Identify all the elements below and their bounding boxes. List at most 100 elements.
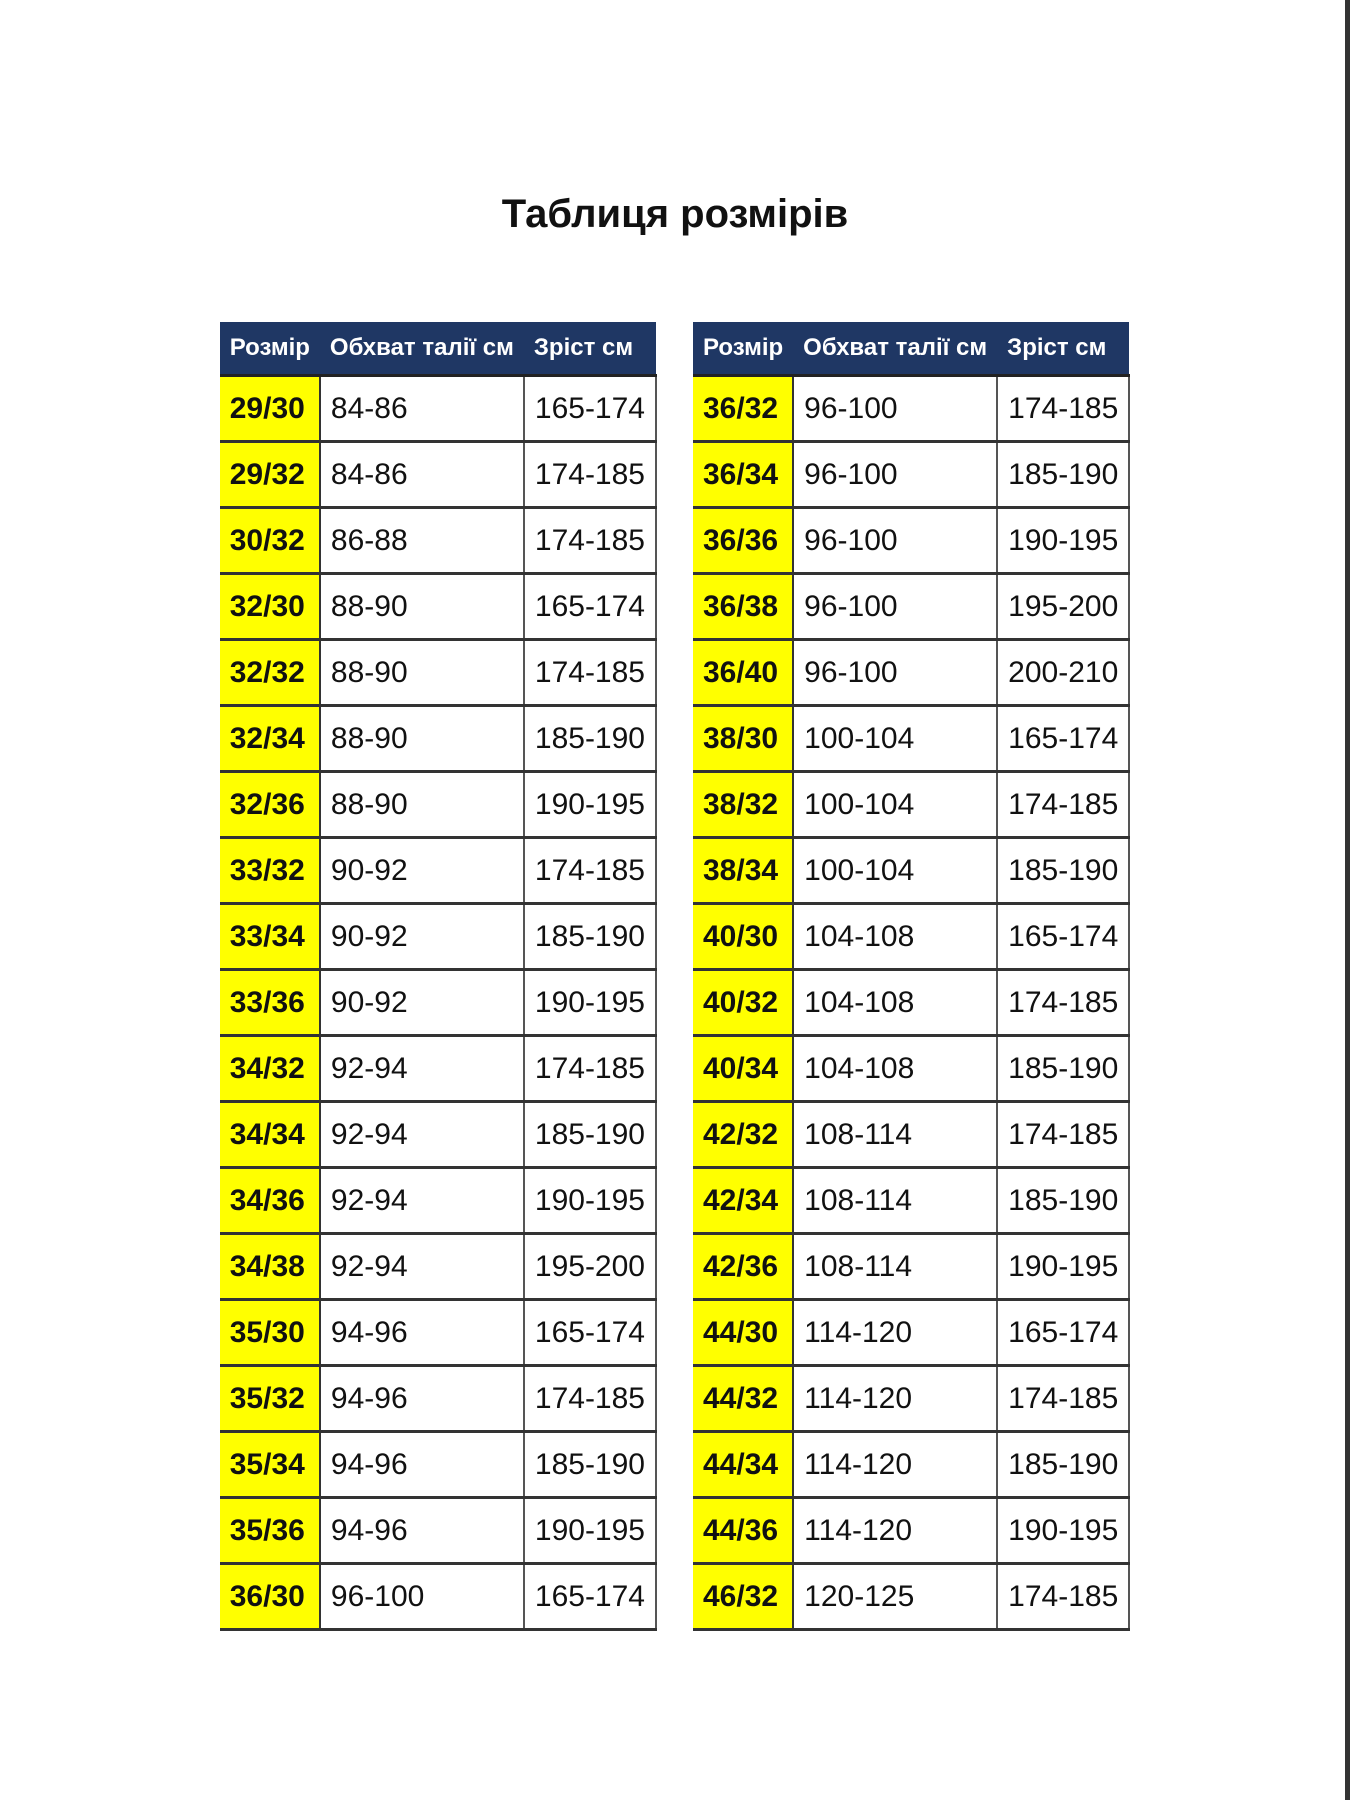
table-row: 32/36 88-90 190-195 bbox=[219, 771, 658, 839]
cell-size: 32/36 bbox=[219, 771, 321, 839]
cell-height: 185-190 bbox=[523, 1431, 658, 1499]
cell-height: 190-195 bbox=[523, 771, 658, 839]
cell-waist: 100-104 bbox=[793, 705, 999, 773]
table-row: 34/36 92-94 190-195 bbox=[219, 1167, 658, 1235]
cell-size: 36/40 bbox=[693, 639, 795, 707]
cell-size: 32/30 bbox=[219, 573, 321, 641]
cell-height: 174-185 bbox=[997, 1563, 1131, 1631]
table-row: 36/38 96-100 195-200 bbox=[693, 573, 1131, 641]
table-row: 36/30 96-100 165-174 bbox=[219, 1563, 658, 1631]
table-row: 42/36 108-114 190-195 bbox=[693, 1233, 1131, 1301]
cell-height: 195-200 bbox=[523, 1233, 658, 1301]
table-row: 36/40 96-100 200-210 bbox=[693, 639, 1131, 707]
cell-waist: 104-108 bbox=[793, 903, 999, 971]
cell-size: 46/32 bbox=[693, 1563, 795, 1631]
table-row: 32/34 88-90 185-190 bbox=[219, 705, 658, 773]
cell-height: 195-200 bbox=[997, 573, 1131, 641]
cell-size: 32/32 bbox=[219, 639, 321, 707]
cell-height: 165-174 bbox=[997, 1299, 1131, 1367]
cell-waist: 84-86 bbox=[319, 375, 525, 443]
table-row: 34/32 92-94 174-185 bbox=[219, 1035, 658, 1103]
cell-height: 174-185 bbox=[997, 969, 1131, 1037]
header-size: Розмір bbox=[219, 322, 320, 377]
cell-size: 40/34 bbox=[693, 1035, 795, 1103]
table-row: 40/32 104-108 174-185 bbox=[693, 969, 1131, 1037]
cell-height: 174-185 bbox=[997, 1365, 1131, 1433]
cell-size: 36/30 bbox=[219, 1563, 321, 1631]
cell-height: 165-174 bbox=[997, 705, 1131, 773]
cell-size: 44/34 bbox=[693, 1431, 795, 1499]
table-row: 42/32 108-114 174-185 bbox=[693, 1101, 1131, 1169]
cell-height: 174-185 bbox=[523, 639, 658, 707]
table-row: 34/38 92-94 195-200 bbox=[219, 1233, 658, 1301]
cell-waist: 92-94 bbox=[319, 1233, 525, 1301]
cell-size: 44/32 bbox=[693, 1365, 795, 1433]
table-row: 35/32 94-96 174-185 bbox=[219, 1365, 658, 1433]
table-row: 34/34 92-94 185-190 bbox=[219, 1101, 658, 1169]
cell-waist: 96-100 bbox=[319, 1563, 525, 1631]
cell-waist: 104-108 bbox=[793, 1035, 999, 1103]
cell-waist: 108-114 bbox=[793, 1101, 999, 1169]
cell-height: 185-190 bbox=[997, 837, 1131, 905]
cell-waist: 96-100 bbox=[793, 375, 999, 443]
cell-height: 165-174 bbox=[523, 375, 658, 443]
header-waist: Обхват талії см bbox=[793, 322, 998, 377]
table-row: 44/32 114-120 174-185 bbox=[693, 1365, 1131, 1433]
cell-height: 185-190 bbox=[997, 1167, 1131, 1235]
table-row: 29/30 84-86 165-174 bbox=[219, 375, 658, 443]
cell-size: 42/36 bbox=[693, 1233, 795, 1301]
cell-size: 42/34 bbox=[693, 1167, 795, 1235]
cell-height: 165-174 bbox=[997, 903, 1131, 971]
table-row: 35/36 94-96 190-195 bbox=[219, 1497, 658, 1565]
cell-waist: 92-94 bbox=[319, 1167, 525, 1235]
cell-size: 33/34 bbox=[219, 903, 321, 971]
cell-size: 34/36 bbox=[219, 1167, 321, 1235]
cell-size: 35/34 bbox=[219, 1431, 321, 1499]
table-row: 44/30 114-120 165-174 bbox=[693, 1299, 1131, 1367]
cell-waist: 114-120 bbox=[793, 1497, 999, 1565]
cell-waist: 94-96 bbox=[319, 1497, 525, 1565]
cell-height: 185-190 bbox=[997, 1035, 1131, 1103]
cell-size: 38/30 bbox=[693, 705, 795, 773]
table-row: 40/30 104-108 165-174 bbox=[693, 903, 1131, 971]
table-row: 35/30 94-96 165-174 bbox=[219, 1299, 658, 1367]
table-header-row: Розмір Обхват талії см Зріст см bbox=[219, 322, 656, 377]
table-row: 38/32 100-104 174-185 bbox=[693, 771, 1131, 839]
cell-height: 190-195 bbox=[523, 1497, 658, 1565]
cell-size: 34/38 bbox=[219, 1233, 321, 1301]
table-row: 44/34 114-120 185-190 bbox=[693, 1431, 1131, 1499]
header-height: Зріст см bbox=[997, 322, 1130, 377]
cell-height: 190-195 bbox=[523, 969, 658, 1037]
table-row: 36/32 96-100 174-185 bbox=[693, 375, 1131, 443]
cell-height: 185-190 bbox=[523, 903, 658, 971]
cell-height: 190-195 bbox=[997, 1497, 1131, 1565]
cell-waist: 96-100 bbox=[793, 573, 999, 641]
cell-height: 200-210 bbox=[997, 639, 1131, 707]
cell-waist: 108-114 bbox=[793, 1233, 999, 1301]
cell-height: 185-190 bbox=[523, 1101, 658, 1169]
table-row: 32/32 88-90 174-185 bbox=[219, 639, 658, 707]
page-edge-line bbox=[1345, 0, 1350, 1800]
size-tables: Розмір Обхват талії см Зріст см 29/30 84-… bbox=[0, 322, 1350, 1631]
cell-waist: 96-100 bbox=[793, 507, 999, 575]
cell-waist: 94-96 bbox=[319, 1365, 525, 1433]
cell-size: 29/30 bbox=[219, 375, 321, 443]
cell-size: 34/32 bbox=[219, 1035, 321, 1103]
cell-height: 185-190 bbox=[523, 705, 658, 773]
cell-waist: 86-88 bbox=[319, 507, 525, 575]
cell-waist: 90-92 bbox=[319, 903, 525, 971]
cell-waist: 92-94 bbox=[319, 1035, 525, 1103]
table-row: 36/36 96-100 190-195 bbox=[693, 507, 1131, 575]
cell-size: 44/30 bbox=[693, 1299, 795, 1367]
cell-height: 174-185 bbox=[997, 771, 1131, 839]
cell-size: 44/36 bbox=[693, 1497, 795, 1565]
table-row: 33/32 90-92 174-185 bbox=[219, 837, 658, 905]
header-waist: Обхват талії см bbox=[319, 322, 524, 377]
cell-size: 40/30 bbox=[693, 903, 795, 971]
cell-size: 32/34 bbox=[219, 705, 321, 773]
cell-height: 185-190 bbox=[997, 441, 1131, 509]
cell-waist: 88-90 bbox=[319, 573, 525, 641]
cell-height: 174-185 bbox=[523, 507, 658, 575]
cell-height: 174-185 bbox=[523, 1035, 658, 1103]
cell-height: 174-185 bbox=[997, 1101, 1131, 1169]
